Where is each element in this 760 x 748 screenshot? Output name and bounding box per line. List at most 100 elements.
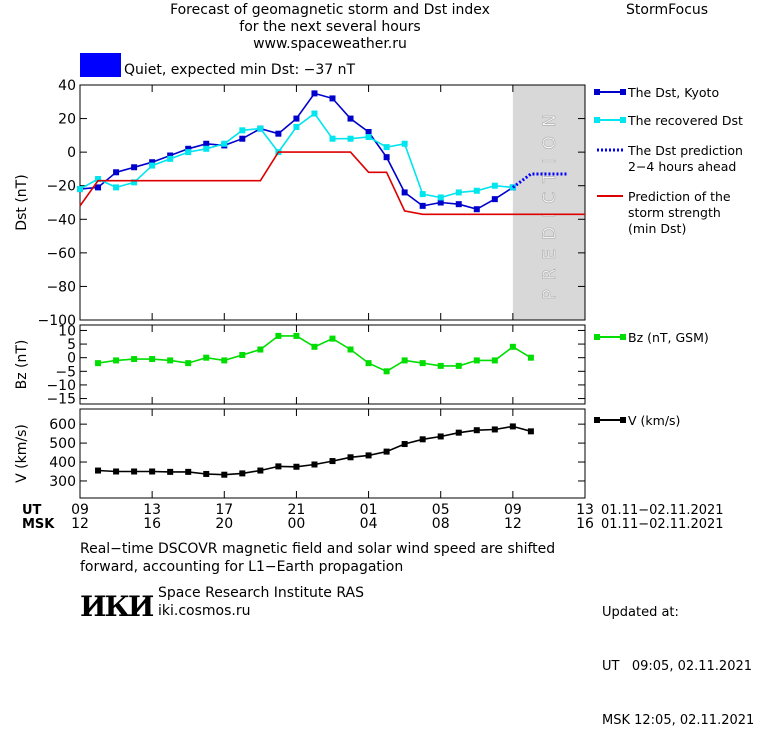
data-point — [419, 202, 426, 209]
data-point — [95, 184, 102, 191]
x-tick-label-msk: 04 — [360, 516, 378, 532]
data-point — [311, 110, 318, 117]
legend-label: 2−4 hours ahead — [628, 159, 736, 174]
data-point — [419, 360, 426, 367]
updated-ut: UT 09:05, 02.11.2021 — [602, 659, 753, 674]
y-tick-label: 400 — [49, 455, 76, 471]
x-tick-label-ut: 09 — [71, 502, 89, 518]
data-point — [491, 426, 498, 433]
prediction-zone — [512, 85, 585, 320]
data-point — [239, 135, 246, 142]
data-point — [437, 433, 444, 440]
y-tick-label: 0 — [67, 145, 76, 161]
data-point — [347, 115, 354, 122]
data-point — [473, 427, 480, 434]
data-point — [455, 189, 462, 196]
data-point — [221, 140, 228, 147]
msk-date-range: 01.11−02.11.2021 — [601, 517, 724, 532]
legend-label: The Dst, Kyoto — [627, 85, 719, 100]
data-point — [203, 470, 210, 477]
series-line — [79, 151, 585, 216]
y-tick-label: −5 — [55, 364, 76, 380]
data-point — [455, 362, 462, 369]
ut-date-range: 01.11−02.11.2021 — [601, 503, 724, 518]
data-point — [203, 145, 210, 152]
title-line-3: www.spaceweather.ru — [253, 36, 407, 52]
data-point — [473, 206, 480, 213]
data-point — [113, 468, 120, 475]
title-line-1: Forecast of geomagnetic storm and Dst in… — [170, 2, 490, 18]
data-point — [185, 468, 192, 475]
y-axis-label: Bz (nT) — [14, 340, 30, 390]
data-point — [383, 448, 390, 455]
data-point — [311, 343, 318, 350]
data-point — [275, 130, 282, 137]
x-tick-label-msk: 20 — [215, 516, 233, 532]
data-point — [239, 470, 246, 477]
data-point — [185, 149, 192, 156]
data-point — [113, 184, 120, 191]
legend-label: The Dst prediction — [627, 143, 743, 158]
legend-label: (min Dst) — [628, 221, 686, 236]
chart-title: Forecast of geomagnetic storm and Dst in… — [100, 2, 560, 53]
data-point — [419, 436, 426, 443]
y-tick-label: −100 — [38, 313, 76, 329]
ut-axis-label: UT — [22, 503, 42, 518]
data-point — [527, 354, 534, 361]
data-point — [419, 191, 426, 198]
brand-name: StormFocus — [626, 2, 709, 18]
legend-label: Bz (nT, GSM) — [628, 330, 709, 345]
data-point — [347, 346, 354, 353]
data-point — [401, 189, 408, 196]
data-point — [509, 423, 516, 430]
data-point — [77, 186, 83, 193]
data-point — [437, 194, 444, 201]
data-point — [311, 90, 318, 97]
institute-block: Space Research Institute RAS iki.cosmos.… — [158, 584, 364, 620]
institute-name: Space Research Institute RAS — [158, 585, 364, 601]
data-point — [239, 351, 246, 358]
legend-marker — [620, 417, 626, 423]
data-point — [275, 463, 282, 470]
data-point — [239, 127, 246, 134]
y-tick-label: 0 — [67, 351, 76, 367]
x-tick-label-ut: 09 — [504, 502, 522, 518]
y-tick-label: 20 — [58, 112, 76, 128]
data-point — [149, 159, 156, 166]
data-point — [437, 362, 444, 369]
y-tick-label: 5 — [67, 337, 76, 353]
series-line — [512, 172, 567, 189]
data-point — [167, 357, 174, 364]
x-tick-label-ut: 05 — [432, 502, 450, 518]
footer-note-line-2: forward, accounting for L1−Earth propaga… — [80, 559, 404, 575]
data-point — [257, 346, 264, 353]
data-point — [185, 145, 192, 152]
data-point — [149, 162, 156, 169]
y-tick-label: −80 — [46, 279, 76, 295]
legend-marker — [620, 334, 626, 340]
data-point — [293, 332, 300, 339]
data-point — [167, 152, 174, 159]
data-point — [365, 452, 372, 459]
x-tick-label-msk: 08 — [432, 516, 450, 532]
data-point — [329, 95, 336, 102]
x-tick-label-msk: 16 — [143, 516, 161, 532]
data-point — [365, 129, 372, 135]
data-point — [527, 428, 534, 435]
data-point — [401, 357, 408, 364]
legend-label: V (km/s) — [628, 413, 680, 428]
panel-frame — [79, 84, 586, 321]
data-point — [131, 164, 138, 171]
legend-marker — [594, 89, 600, 95]
institute-site[interactable]: iki.cosmos.ru — [158, 603, 251, 619]
data-point — [401, 441, 408, 448]
data-point — [383, 144, 390, 151]
x-tick-label-ut: 13 — [576, 502, 594, 518]
footer-note: Real−time DSCOVR magnetic field and sola… — [80, 540, 555, 576]
data-point — [221, 357, 228, 364]
legend-marker — [594, 117, 600, 123]
data-point — [311, 461, 318, 468]
data-point — [347, 135, 354, 142]
msk-axis-label: MSK — [22, 517, 55, 532]
panel-frame — [79, 324, 586, 405]
